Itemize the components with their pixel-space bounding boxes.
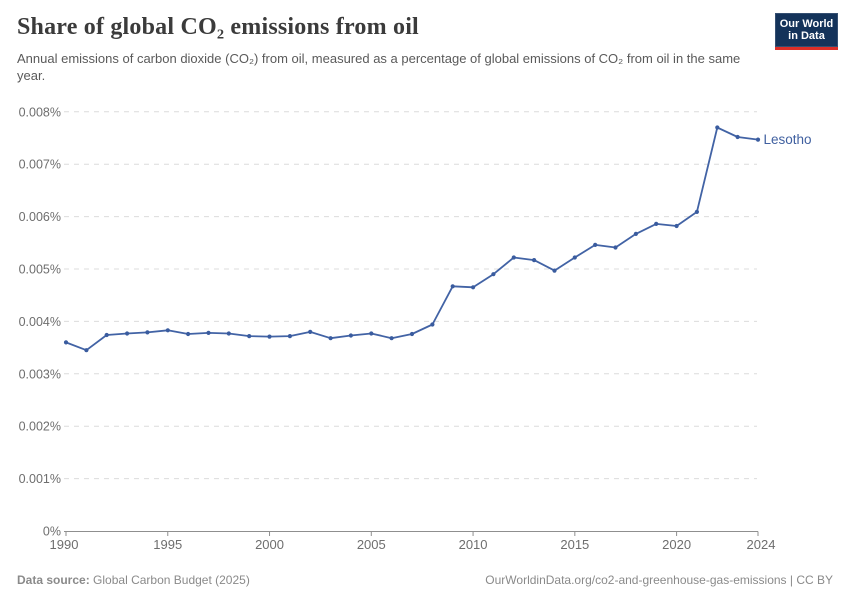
y-axis-label: 0% (43, 525, 61, 539)
owid-logo-line1: Our World (779, 17, 834, 30)
data-point (471, 285, 476, 290)
data-point (552, 268, 557, 273)
data-point (715, 125, 720, 130)
data-point (633, 231, 639, 236)
data-source: Data source: Global Carbon Budget (2025) (17, 573, 250, 587)
x-axis-label: 2000 (255, 537, 284, 552)
y-axis-label: 0.002% (19, 420, 61, 434)
y-axis-label: 0.004% (19, 315, 61, 329)
y-axis-label: 0.001% (19, 472, 61, 486)
data-point (674, 223, 679, 229)
data-point (572, 255, 577, 260)
data-point (389, 336, 394, 341)
data-point (328, 336, 333, 341)
data-point (593, 242, 598, 247)
chart-footer: Data source: Global Carbon Budget (2025)… (17, 573, 833, 587)
data-source-label: Data source: (17, 573, 90, 587)
trend-line (65, 126, 759, 352)
x-axis-label: 1990 (50, 537, 79, 552)
x-axis-label: 2015 (560, 537, 589, 552)
entity-label: Lesotho (764, 132, 812, 147)
data-point (654, 221, 659, 226)
y-axis-label: 0.007% (19, 158, 61, 172)
data-point (186, 331, 191, 337)
data-point (430, 322, 435, 327)
data-point (84, 348, 89, 353)
data-point (735, 134, 740, 140)
y-axis-label: 0.005% (19, 263, 61, 277)
data-point (450, 284, 455, 289)
data-source-value: Global Carbon Budget (2025) (93, 573, 250, 587)
data-point (206, 330, 211, 335)
x-axis-label: 2020 (662, 537, 691, 552)
data-point (409, 331, 415, 337)
y-axis-label: 0.006% (19, 210, 61, 224)
data-point (125, 331, 130, 336)
data-point (369, 331, 374, 336)
chart-title: Share of global CO₂ emissions from oil (17, 14, 419, 40)
data-point (755, 137, 761, 142)
data-point (511, 255, 516, 260)
data-point (491, 272, 496, 277)
data-point (532, 258, 537, 263)
x-axis-label: 2005 (357, 537, 386, 552)
x-axis-label: 1995 (153, 537, 182, 552)
data-point (63, 340, 69, 345)
chart-subtitle: Annual emissions of carbon dioxide (CO₂)… (17, 51, 741, 83)
data-point (287, 334, 292, 339)
data-point (247, 334, 252, 339)
owid-logo[interactable]: Our World in Data (775, 13, 838, 50)
x-axis-label: 2010 (459, 537, 488, 552)
data-point (165, 328, 170, 333)
x-axis-label: 2024 (747, 537, 776, 552)
owid-logo-line2: in Data (788, 30, 825, 42)
y-axis-label: 0.003% (19, 367, 61, 381)
footer-link[interactable]: OurWorldinData.org/co2-and-greenhouse-ga… (485, 573, 833, 587)
data-point (145, 330, 150, 335)
data-point (613, 245, 618, 250)
data-point (308, 329, 313, 334)
data-point (694, 209, 700, 214)
data-point (104, 332, 109, 338)
y-axis-label: 0.008% (19, 105, 61, 119)
data-point (267, 334, 272, 339)
data-point (348, 333, 353, 338)
data-point (226, 331, 231, 336)
